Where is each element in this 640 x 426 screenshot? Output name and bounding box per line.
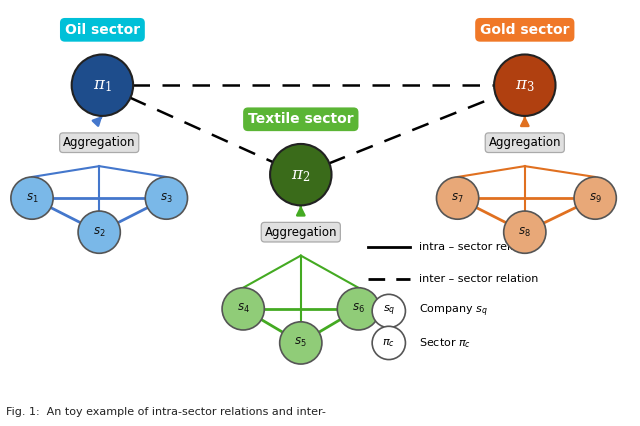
Ellipse shape [78, 211, 120, 253]
Ellipse shape [72, 55, 133, 116]
Text: $s_5$: $s_5$ [294, 337, 307, 349]
Ellipse shape [372, 294, 406, 328]
Ellipse shape [494, 55, 556, 116]
Ellipse shape [270, 144, 332, 205]
Text: $s_q$: $s_q$ [383, 304, 395, 318]
Text: $s_3$: $s_3$ [160, 192, 173, 204]
Ellipse shape [372, 326, 406, 360]
Text: Aggregation: Aggregation [488, 136, 561, 149]
Text: $\pi_1$: $\pi_1$ [93, 76, 112, 94]
Ellipse shape [337, 288, 380, 330]
Text: $s_6$: $s_6$ [352, 302, 365, 315]
Text: inter – sector relation: inter – sector relation [419, 274, 539, 284]
Text: Company $s_q$: Company $s_q$ [419, 303, 488, 319]
Text: $s_8$: $s_8$ [518, 226, 531, 239]
Text: Textile sector: Textile sector [248, 112, 354, 126]
Ellipse shape [504, 211, 546, 253]
Text: Aggregation: Aggregation [264, 226, 337, 239]
Ellipse shape [222, 288, 264, 330]
Text: Oil sector: Oil sector [65, 23, 140, 37]
Text: $\pi_2$: $\pi_2$ [291, 166, 310, 184]
Text: $s_1$: $s_1$ [26, 192, 38, 204]
Ellipse shape [11, 177, 53, 219]
Text: $s_2$: $s_2$ [93, 226, 106, 239]
Text: $s_4$: $s_4$ [237, 302, 250, 315]
Text: Fig. 1:  An toy example of intra-sector relations and inter-: Fig. 1: An toy example of intra-sector r… [6, 408, 326, 417]
Text: Sector $\pi_c$: Sector $\pi_c$ [419, 336, 471, 350]
Text: $\pi_3$: $\pi_3$ [515, 76, 534, 94]
Text: $s_9$: $s_9$ [589, 192, 602, 204]
Text: intra – sector relation: intra – sector relation [419, 242, 539, 252]
Text: $\pi_c$: $\pi_c$ [382, 337, 396, 349]
Text: Aggregation: Aggregation [63, 136, 136, 149]
Text: Gold sector: Gold sector [480, 23, 570, 37]
Ellipse shape [145, 177, 188, 219]
Ellipse shape [574, 177, 616, 219]
Text: $s_7$: $s_7$ [451, 192, 464, 204]
Ellipse shape [280, 322, 322, 364]
Ellipse shape [436, 177, 479, 219]
